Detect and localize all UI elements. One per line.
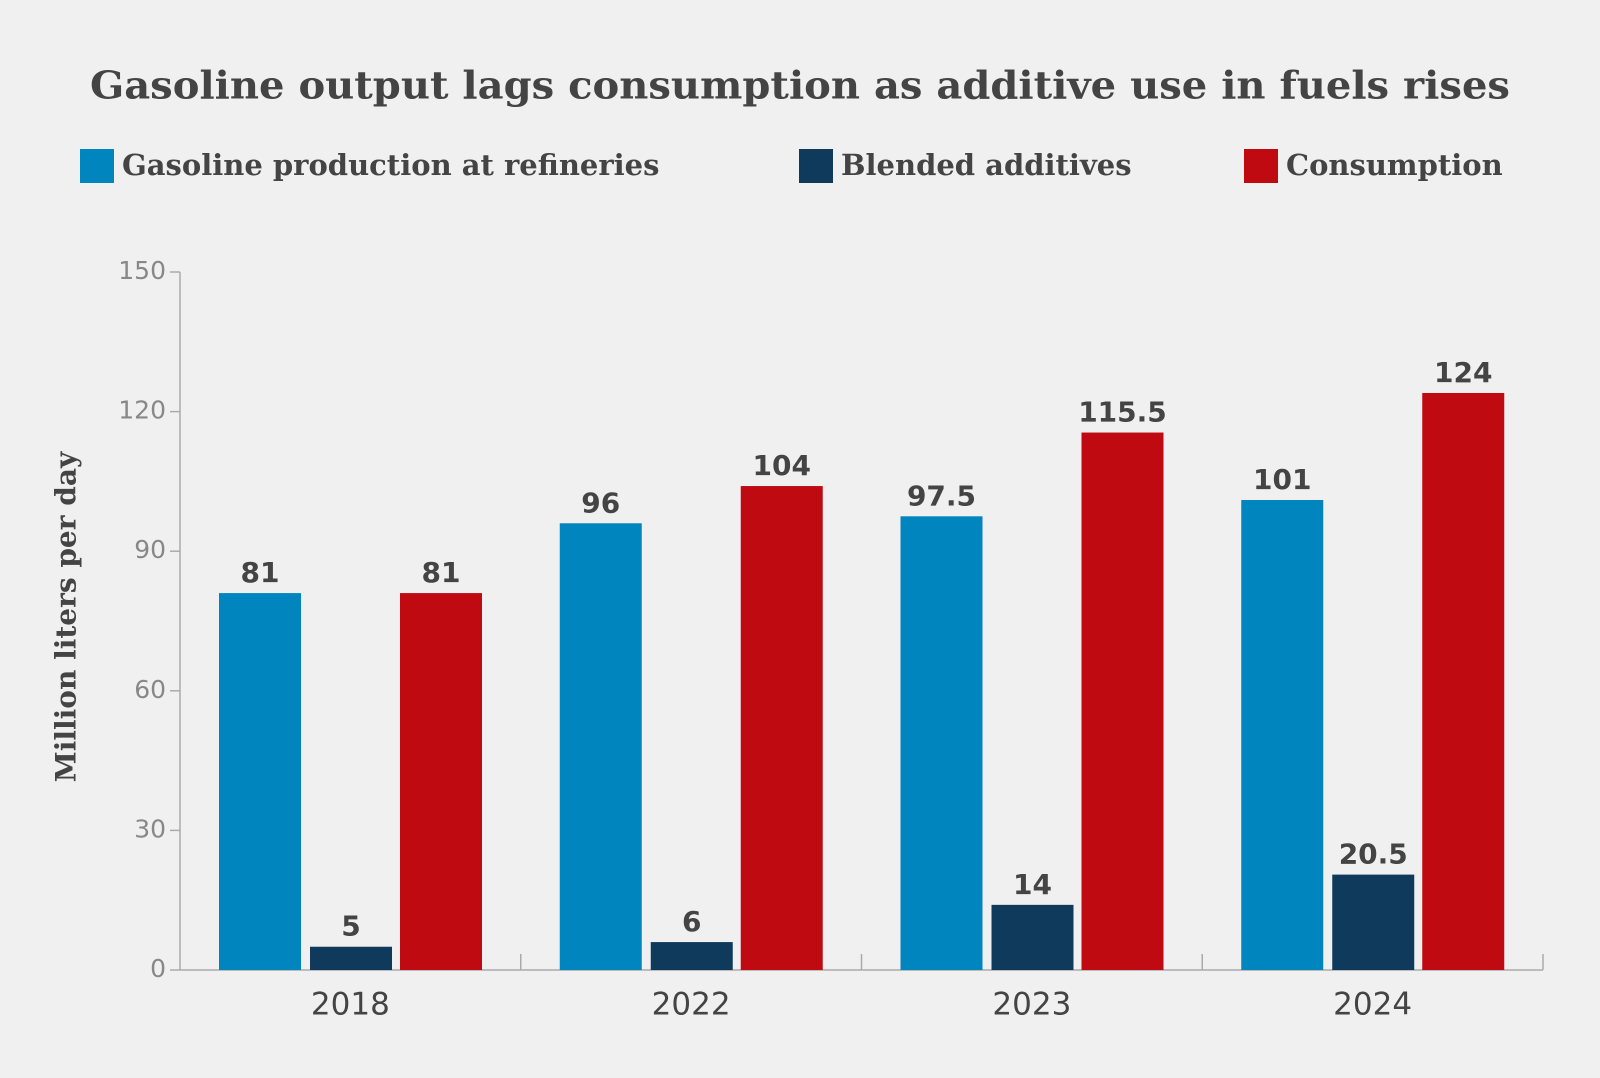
bar: [310, 946, 392, 970]
y-tick-label: 60: [134, 675, 166, 704]
value-label: 81: [241, 556, 280, 589]
y-tick-label: 150: [118, 256, 166, 285]
value-label: 124: [1434, 356, 1492, 389]
legend-swatch: [1244, 149, 1278, 183]
y-tick-label: 120: [118, 396, 166, 425]
value-label: 20.5: [1339, 838, 1408, 871]
bar: [650, 942, 733, 970]
bar: [219, 593, 301, 970]
bar: [740, 486, 823, 970]
x-tick-label: 2022: [652, 987, 731, 1023]
legend-label: Gasoline production at refineries: [122, 148, 659, 182]
bar: [1332, 874, 1415, 970]
y-tick-label: 0: [150, 954, 166, 983]
value-label: 115.5: [1078, 396, 1167, 429]
value-label: 101: [1253, 463, 1311, 496]
x-tick-label: 2023: [992, 987, 1071, 1023]
bar: [559, 523, 642, 970]
legend-swatch: [799, 149, 833, 183]
value-label: 14: [1013, 868, 1052, 901]
value-label: 6: [682, 905, 701, 938]
value-label: 5: [341, 910, 360, 943]
legend-label: Blended additives: [841, 148, 1132, 182]
value-label: 104: [753, 449, 811, 482]
bar: [991, 904, 1074, 970]
value-label: 96: [581, 486, 620, 519]
y-tick-label: 30: [134, 814, 166, 843]
bar: [400, 593, 482, 970]
value-label: 97.5: [907, 479, 976, 512]
chart-title: Gasoline output lags consumption as addi…: [90, 63, 1510, 108]
x-tick-label: 2018: [311, 987, 390, 1023]
legend-label: Consumption: [1286, 148, 1503, 182]
bar: [1081, 432, 1164, 970]
bar: [900, 516, 983, 970]
x-tick-label: 2024: [1333, 987, 1412, 1023]
value-label: 81: [422, 556, 461, 589]
y-tick-label: 90: [134, 535, 166, 564]
y-axis-label: Million liters per day: [50, 451, 83, 782]
legend-swatch: [80, 149, 114, 183]
bar: [1422, 392, 1505, 970]
bar: [1241, 500, 1324, 970]
